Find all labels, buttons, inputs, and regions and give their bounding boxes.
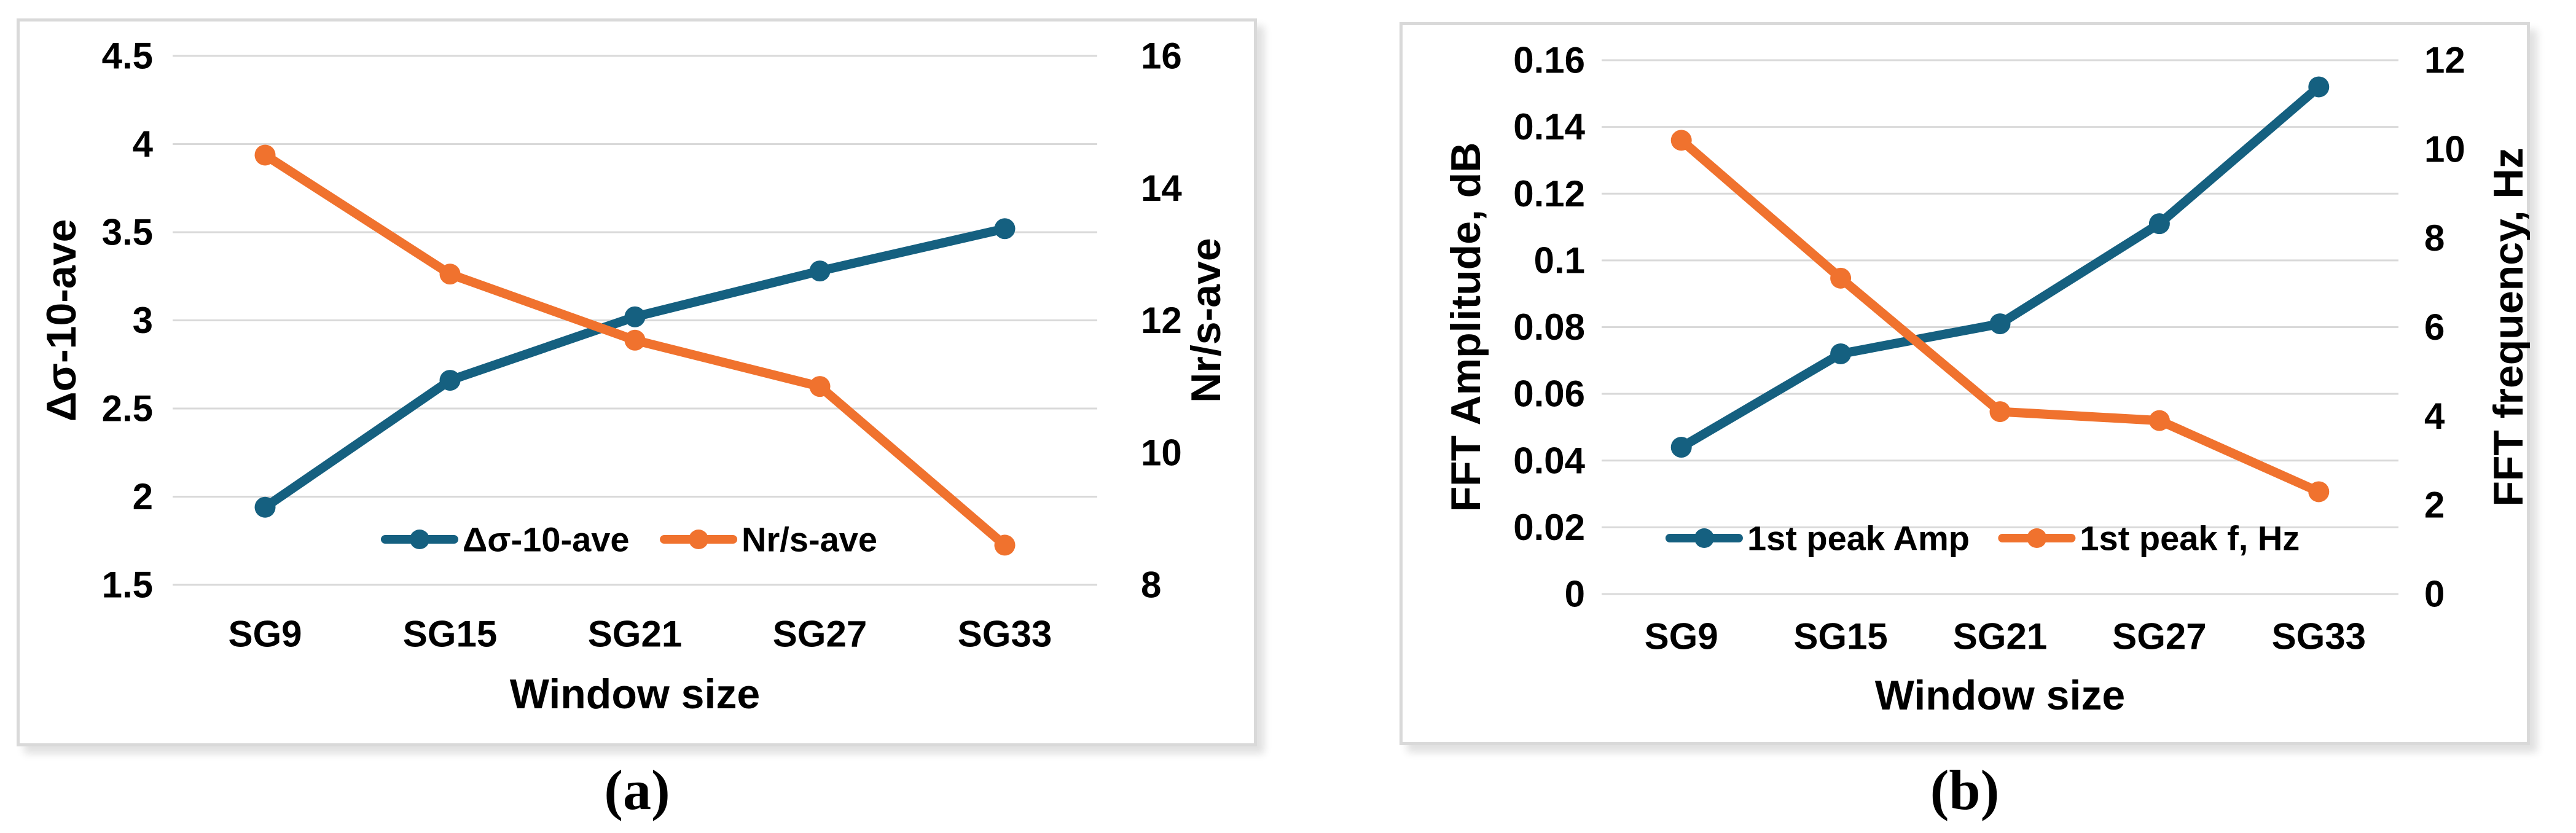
- legend-label: 1st peak f, Hz: [2080, 519, 2300, 558]
- series-0-data-point: [2308, 76, 2330, 98]
- legend-label: Nr/s-ave: [742, 520, 877, 559]
- left-axis-title: Δσ-10-ave: [38, 219, 85, 422]
- series-0-data-point: [1989, 313, 2011, 335]
- right-axis-title: Nr/s-ave: [1183, 238, 1229, 402]
- right-axis-tick-label: 6: [2424, 307, 2445, 348]
- series-1-data-point: [2148, 410, 2170, 431]
- right-axis-tick-label: 2: [2424, 485, 2445, 526]
- x-axis-tick-label: SG33: [958, 614, 1052, 655]
- x-axis-title: Window size: [1875, 672, 2125, 719]
- left-axis-tick-label: 0.06: [1513, 373, 1585, 415]
- legend-marker-dot: [1694, 528, 1714, 548]
- legend: Δσ-10-ave Nr/s-ave: [380, 520, 877, 559]
- left-axis-tick-label: 1.5: [102, 565, 153, 606]
- left-axis-tick-label: 4: [133, 123, 154, 165]
- chart-b-panel: 0.16 0.14 0.12 0.1 0.08 0.06 0.04 0.02 0 12 10 8 6 4 2…: [1400, 22, 2530, 745]
- series-1-data-point: [1670, 130, 1692, 151]
- series-1-data-point: [254, 144, 276, 166]
- gridlines: [1602, 59, 2398, 595]
- series-0-data-point: [2148, 213, 2170, 235]
- x-axis-title: Window size: [510, 671, 760, 718]
- right-axis-tick-label: 8: [2424, 217, 2445, 259]
- right-axis-tick-label: 10: [2424, 128, 2465, 170]
- legend-marker-dot: [689, 530, 709, 549]
- chart-b: 0.16 0.14 0.12 0.1 0.08 0.06 0.04 0.02 0 12 10 8 6 4 2…: [1443, 40, 2530, 719]
- left-axis-tick-label: 2.5: [102, 388, 153, 429]
- left-axis-tick-label: 0.08: [1513, 307, 1585, 348]
- chart-b-caption: (b): [1930, 759, 2000, 821]
- left-axis-tick-label: 3.5: [102, 212, 153, 253]
- left-axis-tick-label: 4.5: [102, 36, 153, 77]
- x-axis-tick-label: SG9: [1645, 616, 1718, 657]
- legend-marker-dot: [2027, 528, 2047, 548]
- legend-marker-dot: [409, 530, 429, 549]
- right-axis-tick-label: 16: [1141, 36, 1182, 77]
- x-axis-tick-label: SG33: [2272, 616, 2366, 657]
- series-1-data-point: [624, 329, 646, 351]
- right-axis-tick-label: 14: [1141, 168, 1182, 209]
- x-axis-tick-label: SG9: [228, 614, 302, 655]
- x-axis-tick-label: SG27: [773, 614, 867, 655]
- series-1-data-point: [994, 534, 1016, 556]
- left-axis-tick-label: 0.04: [1513, 440, 1585, 481]
- right-axis-tick-label: 4: [2424, 396, 2445, 437]
- left-axis-tick-label: 0.14: [1513, 106, 1585, 147]
- gridlines: [173, 55, 1097, 586]
- x-axis-tick-label: SG15: [1793, 616, 1887, 657]
- left-axis-tick-label: 0: [1565, 574, 1585, 615]
- series-0-data-point: [624, 306, 646, 327]
- series-line-0: [260, 224, 1009, 512]
- series-0-data-point: [1670, 437, 1692, 458]
- x-axis-tick-label: SG27: [2112, 616, 2206, 657]
- series-0-data-point: [809, 260, 831, 282]
- series-0-data-point: [994, 218, 1016, 240]
- series-1-data-point: [809, 376, 831, 397]
- left-axis-tick-label: 3: [133, 300, 153, 341]
- right-axis-tick-label: 12: [1141, 300, 1182, 341]
- right-axis-tick-label: 0: [2424, 574, 2445, 615]
- series-0-data-point: [1830, 343, 1852, 364]
- series-1-data-point: [1989, 401, 2011, 423]
- series-1-data-point: [439, 264, 461, 285]
- x-axis-tick-label: SG21: [1953, 616, 2047, 657]
- right-axis-tick-label: 10: [1141, 432, 1182, 473]
- left-axis-tick-label: 2: [133, 476, 153, 517]
- left-axis-tick-label: 0.16: [1513, 40, 1585, 81]
- series-1-data-point: [1830, 267, 1852, 289]
- x-axis-tick-label: SG21: [588, 614, 682, 655]
- legend-label: Δσ-10-ave: [463, 520, 630, 559]
- chart-a-panel: 4.5 4 3.5 3 2.5 2 1.5 16 14 12 10 8 SG9 SG15 SG21 SG27 S…: [17, 18, 1257, 746]
- right-axis-title: FFT frequency, Hz: [2485, 147, 2530, 506]
- chart-a-caption: (a): [604, 759, 670, 821]
- right-axis-tick-label: 8: [1141, 565, 1161, 606]
- series-0-data-point: [254, 496, 276, 518]
- legend-label: 1st peak Amp: [1747, 519, 1970, 558]
- series-0-data-point: [439, 370, 461, 391]
- series-1-data-point: [2308, 481, 2330, 503]
- left-axis-tick-label: 0.02: [1513, 507, 1585, 548]
- right-axis-tick-label: 12: [2424, 40, 2465, 81]
- legend: 1st peak Amp 1st peak f, Hz: [1665, 519, 2300, 558]
- x-axis-tick-label: SG15: [403, 614, 497, 655]
- left-axis-tick-label: 0.12: [1513, 173, 1585, 214]
- left-axis-title: FFT Amplitude, dB: [1443, 143, 1489, 512]
- left-axis-tick-label: 0.1: [1534, 240, 1585, 281]
- chart-a: 4.5 4 3.5 3 2.5 2 1.5 16 14 12 10 8 SG9 SG15 SG21 SG27 S…: [38, 36, 1229, 718]
